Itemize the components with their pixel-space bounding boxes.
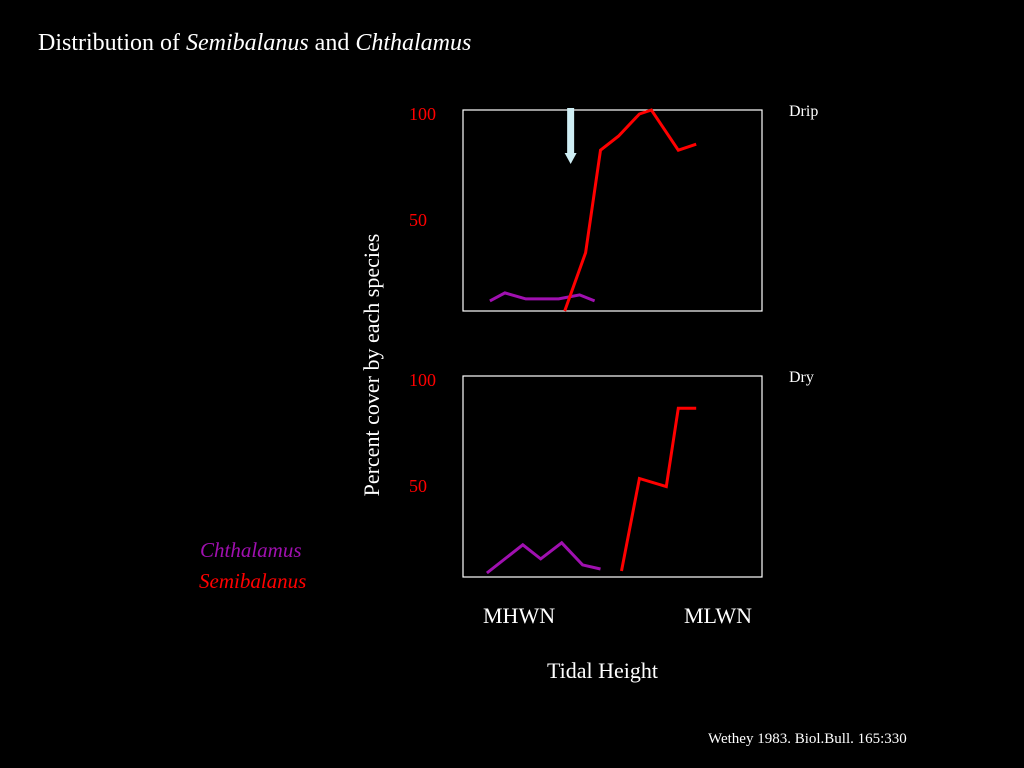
- panel-2-series-chthalamus: [485, 540, 601, 575]
- x-axis-label: Tidal Height: [547, 658, 659, 683]
- title-mid: and: [308, 30, 356, 56]
- page-title: Distribution of Semibalanus and Chthalam…: [38, 30, 471, 57]
- x-tick-mlwn: MLWN: [684, 603, 753, 628]
- panel-1-condition-label: Drip: [789, 103, 819, 120]
- panel-2-series-semibalanus: [620, 406, 697, 572]
- title-species-2: Chthalamus: [355, 30, 472, 56]
- citation: Wethey 1983. Biol.Bull. 165:330: [708, 731, 907, 747]
- panel-1-y-tick-100: 100: [409, 104, 436, 124]
- legend-entry-chthalamus: Chthalamus: [200, 538, 302, 562]
- title-species-1: Semibalanus: [186, 30, 309, 56]
- panel-1-arrow-head: [564, 153, 577, 164]
- panel-1-y-tick-50: 50: [409, 210, 427, 230]
- title-prefix: Distribution of: [38, 30, 186, 56]
- panel-2-condition-label: Dry: [789, 369, 814, 386]
- legend-entry-semibalanus: Semibalanus: [199, 569, 307, 593]
- panel-1-frame: [462, 109, 763, 312]
- panel-2-y-tick-100: 100: [409, 370, 436, 390]
- panel-2-y-tick-50: 50: [409, 476, 427, 496]
- panel-1-series-chthalamus: [489, 291, 596, 303]
- panel-1-series-semibalanus: [563, 108, 697, 312]
- panel-1-arrow-shaft: [567, 108, 575, 153]
- x-tick-mhwn: MHWN: [483, 603, 556, 628]
- panel-2-frame: [462, 375, 763, 578]
